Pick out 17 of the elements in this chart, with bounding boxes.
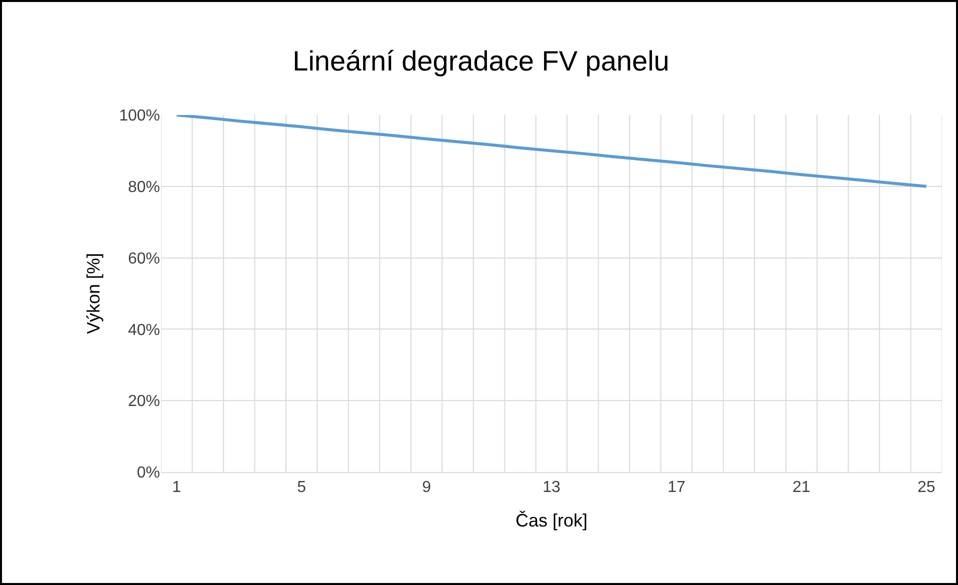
y-tick-label: 0% — [136, 464, 160, 482]
y-tick-label: 100% — [119, 108, 160, 125]
chart-title: Lineární degradace FV panelu — [292, 45, 670, 76]
y-tick-label: 60% — [128, 250, 160, 268]
x-tick-label: 1 — [172, 479, 182, 496]
y-tick-label: 40% — [128, 322, 160, 339]
y-tick-label: 80% — [128, 179, 160, 196]
line-series — [175, 115, 928, 188]
x-axis-title: Čas [rok] — [515, 510, 588, 530]
y-axis-title: Výkon [%] — [83, 252, 104, 334]
x-tick-label: 9 — [422, 479, 432, 496]
x-tick-label: 5 — [297, 479, 306, 496]
x-tick-label: 21 — [792, 479, 810, 496]
x-tick-label: 17 — [668, 479, 686, 496]
y-tick-label: 20% — [128, 393, 160, 410]
x-tick-label: 25 — [917, 479, 936, 496]
x-tick-label: 13 — [542, 479, 560, 496]
